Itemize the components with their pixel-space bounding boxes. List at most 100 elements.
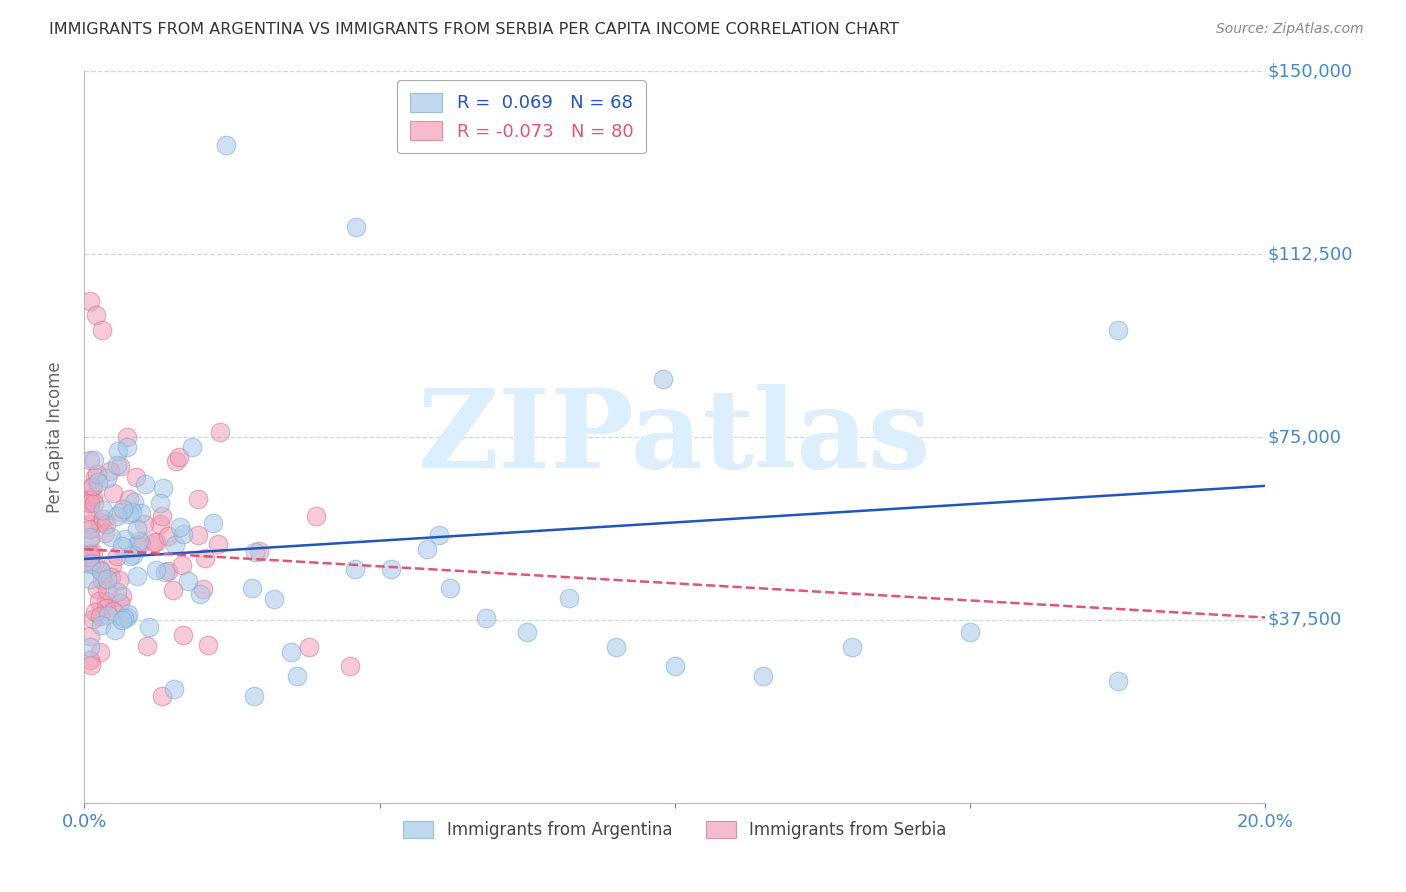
Text: Source: ZipAtlas.com: Source: ZipAtlas.com: [1216, 22, 1364, 37]
Point: [111, 589, 134, 603]
Point: [84, 308, 107, 322]
Point: [79, 640, 101, 654]
Point: [89, 645, 111, 659]
Point: [115, 430, 138, 444]
Point: [110, 458, 132, 473]
Point: [89, 516, 111, 530]
Point: [80, 657, 103, 672]
Text: $75,000: $75,000: [1268, 428, 1341, 446]
Point: [79, 556, 101, 570]
Point: [94, 525, 117, 540]
Point: [96, 572, 118, 586]
Point: [82, 490, 104, 504]
Point: [80, 480, 103, 494]
Point: [169, 520, 191, 534]
Point: [263, 592, 285, 607]
Point: [202, 516, 225, 530]
Point: [191, 582, 214, 596]
Text: $112,500: $112,500: [1268, 245, 1353, 263]
Point: [240, 582, 263, 596]
Point: [115, 440, 138, 454]
Point: [125, 522, 148, 536]
Point: [94, 516, 117, 531]
Point: [145, 534, 167, 549]
Point: [156, 529, 179, 543]
Point: [105, 549, 128, 563]
Point: [89, 563, 111, 577]
Point: [79, 549, 101, 564]
Point: [108, 573, 131, 587]
Point: [79, 547, 101, 561]
Point: [172, 527, 194, 541]
Point: [79, 293, 101, 308]
Point: [121, 505, 143, 519]
Point: [752, 669, 775, 683]
Point: [138, 619, 160, 633]
Point: [157, 564, 180, 578]
Point: [91, 323, 114, 337]
Point: [344, 220, 367, 235]
Point: [79, 629, 101, 643]
Point: [83, 496, 105, 510]
Point: [120, 549, 142, 563]
Point: [100, 530, 122, 544]
Point: [959, 625, 981, 640]
Point: [163, 682, 186, 697]
Point: [215, 137, 238, 152]
Point: [207, 537, 229, 551]
Point: [82, 612, 104, 626]
Point: [105, 585, 128, 599]
Point: [108, 595, 131, 609]
Point: [145, 563, 167, 577]
Point: [79, 493, 101, 508]
Point: [416, 542, 439, 557]
Point: [150, 509, 173, 524]
Point: [79, 653, 101, 667]
Point: [94, 594, 117, 608]
Point: [110, 506, 132, 520]
Point: [96, 470, 118, 484]
Point: [98, 464, 121, 478]
Point: [79, 504, 101, 518]
Point: [91, 573, 114, 587]
Point: [339, 659, 361, 673]
Point: [129, 535, 152, 549]
Point: [247, 543, 270, 558]
Point: [91, 502, 114, 516]
Point: [103, 485, 125, 500]
Point: [172, 628, 194, 642]
Point: [112, 501, 135, 516]
Point: [187, 528, 209, 542]
Point: [122, 495, 145, 509]
Point: [170, 558, 193, 573]
Point: [165, 454, 187, 468]
Point: [380, 562, 402, 576]
Point: [89, 609, 111, 624]
Point: [94, 600, 117, 615]
Point: [149, 496, 172, 510]
Point: [83, 452, 105, 467]
Point: [516, 625, 538, 640]
Point: [652, 371, 675, 385]
Point: [112, 611, 135, 625]
Point: [243, 689, 266, 703]
Point: [79, 516, 101, 531]
Point: [118, 507, 141, 521]
Point: [117, 607, 139, 621]
Point: [180, 440, 202, 454]
Point: [664, 659, 686, 673]
Point: [79, 523, 101, 537]
Point: [169, 450, 191, 465]
Point: [143, 535, 166, 549]
Point: [97, 608, 120, 623]
Point: [105, 458, 128, 473]
Point: [343, 562, 366, 576]
Point: [87, 475, 110, 489]
Point: [125, 470, 148, 484]
Point: [104, 624, 127, 638]
Text: IMMIGRANTS FROM ARGENTINA VS IMMIGRANTS FROM SERBIA PER CAPITA INCOME CORRELATIO: IMMIGRANTS FROM ARGENTINA VS IMMIGRANTS …: [49, 22, 900, 37]
Point: [134, 477, 156, 491]
Point: [152, 481, 174, 495]
Point: [86, 582, 108, 596]
Point: [557, 591, 579, 605]
